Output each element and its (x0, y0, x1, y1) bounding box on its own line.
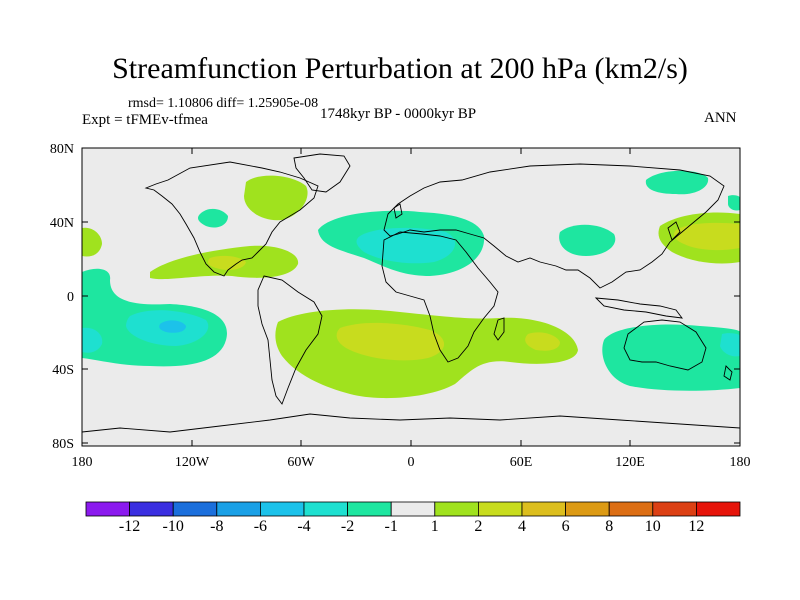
season-label: ANN (704, 110, 737, 126)
pos-core-pacific (674, 222, 740, 251)
neg-core-n-atlantic (356, 227, 456, 264)
colorbar-swatch (172, 501, 218, 517)
colorbar-swatch (521, 501, 566, 517)
lat-label: 80N (50, 142, 74, 157)
pos-region-w-edge (82, 227, 102, 257)
neg-core-pacific-innermost (159, 320, 186, 333)
map-background (82, 148, 740, 446)
colorbar-label: -8 (210, 518, 224, 535)
experiment-label: Expt = tFMEv-tfmea (82, 112, 208, 128)
neg-region-n-pacific-mid (559, 224, 616, 256)
coastlines (82, 153, 740, 433)
neg-core-w-edge (82, 327, 103, 353)
colorbar (85, 501, 741, 517)
colorbar-label: -4 (297, 518, 311, 535)
colorbar-swatch (477, 501, 523, 517)
axis-ticks (81, 147, 741, 446)
lat-label: 0 (67, 290, 74, 305)
colorbar-label: -1 (384, 518, 398, 535)
colorbar-swatch (390, 501, 436, 517)
coast-south-america (257, 275, 323, 405)
colorbar-swatch (85, 501, 130, 517)
colorbar-label: 8 (605, 518, 614, 535)
colorbar-label: 4 (518, 518, 526, 535)
colorbar-label: 12 (688, 518, 705, 535)
lat-label: 40N (50, 216, 74, 231)
coast-eurasia (383, 163, 725, 289)
colorbar-label: 1 (430, 518, 439, 535)
neg-core-e-edge (720, 333, 740, 357)
colorbar-swatch (652, 501, 697, 517)
coast-north-america (144, 161, 319, 277)
coast-japan (667, 221, 681, 241)
coast-africa (381, 231, 499, 363)
contour-fields (82, 170, 740, 399)
neg-region-atlantic-small (198, 208, 228, 228)
time-period-label: 1748kyr BP - 0000kyr BP (320, 106, 477, 122)
colorbar-label: -2 (340, 518, 355, 535)
pos-region-canada (244, 175, 308, 221)
coast-uk (393, 203, 403, 219)
colorbar-swatch (303, 501, 348, 517)
coast-indonesia (594, 297, 683, 319)
neg-region-southern-pacific (602, 324, 740, 391)
coast-greenland (293, 153, 351, 193)
lat-label: 40S (52, 363, 74, 378)
colorbar-swatch (216, 501, 261, 517)
colorbar-swatch (608, 501, 654, 517)
colorbar-swatch (347, 501, 392, 517)
colorbar-label: 10 (644, 518, 661, 535)
colorbar-label: 2 (474, 518, 483, 535)
neg-region-arctic-asia (645, 170, 709, 195)
lat-label: 80S (52, 437, 74, 452)
plot-title: Streamfunction Perturbation at 200 hPa (… (112, 52, 688, 85)
coast-australia (623, 319, 707, 371)
colorbar-label: -6 (253, 518, 268, 535)
neg-region-ne-edge (728, 195, 740, 211)
lon-label: 0 (408, 455, 415, 470)
colorbar-label: -10 (162, 518, 184, 535)
lon-label: 60E (510, 455, 533, 470)
colorbar-swatch (434, 501, 479, 517)
pos-core-south-atlantic (336, 322, 445, 361)
colorbar-label: 6 (561, 518, 570, 535)
lon-label: 120E (615, 455, 645, 470)
coast-new-zealand (723, 365, 733, 381)
colorbar-swatch (129, 501, 174, 517)
pos-core-indian (525, 332, 560, 351)
pos-core-mexico (208, 255, 246, 270)
rmsd-diff-text: rmsd= 1.10806 diff= 1.25905e-08 (128, 96, 319, 111)
colorbar-swatch (259, 501, 305, 517)
lon-label: 180 (72, 455, 93, 470)
colorbar-swatch (565, 501, 610, 517)
coast-madagascar (493, 317, 505, 341)
lon-label: 180 (730, 455, 751, 470)
coast-antarctica (82, 413, 740, 433)
colorbar-swatch (696, 501, 741, 517)
lon-label: 60W (287, 455, 315, 470)
colorbar-label: -12 (118, 518, 141, 535)
lon-label: 120W (175, 455, 210, 470)
